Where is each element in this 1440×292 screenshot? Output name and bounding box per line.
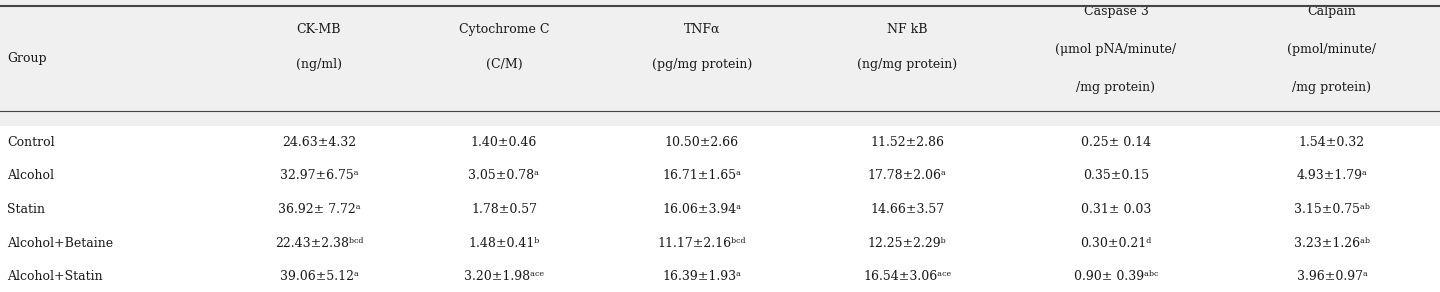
Text: 1.54±0.32: 1.54±0.32 — [1299, 136, 1365, 149]
Text: (pmol/minute/: (pmol/minute/ — [1287, 43, 1377, 56]
Text: 0.31± 0.03: 0.31± 0.03 — [1081, 203, 1151, 216]
Text: 0.30±0.21ᵈ: 0.30±0.21ᵈ — [1080, 237, 1152, 250]
Text: 3.05±0.78ᵃ: 3.05±0.78ᵃ — [468, 169, 540, 182]
Text: NF kB: NF kB — [887, 23, 927, 36]
Text: Calpain: Calpain — [1308, 5, 1356, 18]
Text: 24.63±4.32: 24.63±4.32 — [282, 136, 356, 149]
Text: Alcohol: Alcohol — [7, 169, 55, 182]
Text: 16.39±1.93ᵃ: 16.39±1.93ᵃ — [662, 270, 742, 283]
Text: 10.50±2.66: 10.50±2.66 — [665, 136, 739, 149]
Text: 0.90± 0.39ᵃᵇᶜ: 0.90± 0.39ᵃᵇᶜ — [1074, 270, 1158, 283]
Text: 16.06±3.94ᵃ: 16.06±3.94ᵃ — [662, 203, 742, 216]
Text: (C/M): (C/M) — [485, 58, 523, 71]
Bar — [0, 126, 1440, 292]
Text: 32.97±6.75ᵃ: 32.97±6.75ᵃ — [279, 169, 359, 182]
Text: 4.93±1.79ᵃ: 4.93±1.79ᵃ — [1296, 169, 1368, 182]
Text: 3.23±1.26ᵃᵇ: 3.23±1.26ᵃᵇ — [1295, 237, 1369, 250]
Text: /mg protein): /mg protein) — [1077, 81, 1155, 94]
Text: (μmol pNA/minute/: (μmol pNA/minute/ — [1056, 43, 1176, 56]
Text: 16.54±3.06ᵃᶜᵉ: 16.54±3.06ᵃᶜᵉ — [863, 270, 952, 283]
Text: 17.78±2.06ᵃ: 17.78±2.06ᵃ — [868, 169, 946, 182]
Text: 1.48±0.41ᵇ: 1.48±0.41ᵇ — [468, 237, 540, 250]
Text: CK-MB: CK-MB — [297, 23, 341, 36]
Text: (ng/ml): (ng/ml) — [297, 58, 341, 71]
Text: Cytochrome C: Cytochrome C — [459, 23, 549, 36]
Text: 39.06±5.12ᵃ: 39.06±5.12ᵃ — [279, 270, 359, 283]
Text: 22.43±2.38ᵇᶜᵈ: 22.43±2.38ᵇᶜᵈ — [275, 237, 363, 250]
Text: 14.66±3.57: 14.66±3.57 — [870, 203, 945, 216]
Text: (pg/mg protein): (pg/mg protein) — [652, 58, 752, 71]
Text: Alcohol+Betaine: Alcohol+Betaine — [7, 237, 114, 250]
Text: 11.52±2.86: 11.52±2.86 — [870, 136, 945, 149]
Text: Control: Control — [7, 136, 55, 149]
Text: Caspase 3: Caspase 3 — [1083, 5, 1149, 18]
Text: 36.92± 7.72ᵃ: 36.92± 7.72ᵃ — [278, 203, 360, 216]
Text: 12.25±2.29ᵇ: 12.25±2.29ᵇ — [868, 237, 946, 250]
Text: Statin: Statin — [7, 203, 45, 216]
Text: 1.78±0.57: 1.78±0.57 — [471, 203, 537, 216]
Text: 0.25± 0.14: 0.25± 0.14 — [1081, 136, 1151, 149]
Text: 3.20±1.98ᵃᶜᵉ: 3.20±1.98ᵃᶜᵉ — [464, 270, 544, 283]
Text: 11.17±2.16ᵇᶜᵈ: 11.17±2.16ᵇᶜᵈ — [658, 237, 746, 250]
Text: Group: Group — [7, 52, 48, 65]
Text: Alcohol+Statin: Alcohol+Statin — [7, 270, 102, 283]
Text: 3.15±0.75ᵃᵇ: 3.15±0.75ᵃᵇ — [1295, 203, 1369, 216]
Text: 3.96±0.97ᵃ: 3.96±0.97ᵃ — [1296, 270, 1368, 283]
Text: TNFα: TNFα — [684, 23, 720, 36]
Text: /mg protein): /mg protein) — [1293, 81, 1371, 94]
Text: 16.71±1.65ᵃ: 16.71±1.65ᵃ — [662, 169, 742, 182]
Text: (ng/mg protein): (ng/mg protein) — [857, 58, 958, 71]
Text: 1.40±0.46: 1.40±0.46 — [471, 136, 537, 149]
Text: 0.35±0.15: 0.35±0.15 — [1083, 169, 1149, 182]
